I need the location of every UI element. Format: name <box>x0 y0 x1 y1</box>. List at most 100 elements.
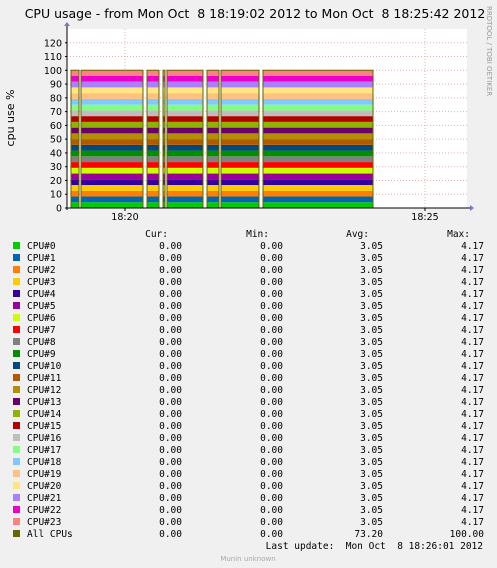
legend-row: CPU#3 0.00 0.00 3.05 4.17 <box>13 277 484 288</box>
legend-row: CPU#5 0.00 0.00 3.05 4.17 <box>13 301 484 312</box>
area-segment <box>221 98 259 105</box>
legend-row: CPU#23 0.00 0.00 3.05 4.17 <box>13 517 484 528</box>
legend-label: CPU#7 <box>27 325 56 336</box>
area-segment <box>207 167 219 174</box>
legend-value: 4.17 <box>461 517 484 528</box>
area-segment <box>167 133 203 140</box>
legend-value: 3.05 <box>360 361 383 372</box>
legend-value: 3.05 <box>360 469 383 480</box>
legend-column-header: Max: <box>447 229 470 240</box>
area-segment <box>163 144 165 151</box>
legend-value: 4.17 <box>461 325 484 336</box>
legend-value: 0.00 <box>260 373 283 384</box>
legend-label: CPU#13 <box>27 397 61 408</box>
legend-value: 0.00 <box>260 313 283 324</box>
legend-value: 0.00 <box>159 325 182 336</box>
area-segment <box>263 104 373 111</box>
area-segment <box>163 202 165 208</box>
area-segment <box>163 75 165 82</box>
legend-label: CPU#6 <box>27 313 56 324</box>
legend-value: 4.17 <box>461 253 484 264</box>
area-segment <box>263 93 373 99</box>
legend-value: 0.00 <box>159 457 182 468</box>
legend-swatch <box>13 338 20 345</box>
legend-swatch <box>13 506 20 513</box>
area-segment <box>263 133 373 140</box>
legend-value: 3.05 <box>360 325 383 336</box>
area-segment <box>221 167 259 174</box>
area-segment <box>71 116 79 122</box>
legend-row: CPU#18 0.00 0.00 3.05 4.17 <box>13 457 484 468</box>
area-segment <box>81 104 143 111</box>
area-segment <box>221 93 259 99</box>
legend-value: 0.00 <box>260 289 283 300</box>
legend-value: 3.05 <box>360 337 383 348</box>
legend-value: 4.17 <box>461 241 484 252</box>
legend-row: CPU#4 0.00 0.00 3.05 4.17 <box>13 289 484 300</box>
legend-row: CPU#19 0.00 0.00 3.05 4.17 <box>13 469 484 480</box>
area-segment <box>207 150 219 157</box>
area-segment <box>163 116 165 122</box>
area-segment <box>71 70 79 76</box>
area-segment <box>263 162 373 168</box>
legend-value: 4.17 <box>461 313 484 324</box>
area-segment <box>221 87 259 94</box>
legend-row: CPU#15 0.00 0.00 3.05 4.17 <box>13 421 484 432</box>
area-segment <box>263 167 373 174</box>
area-segment <box>163 70 165 76</box>
legend-swatch <box>13 494 20 501</box>
area-segment <box>71 179 79 186</box>
legend-label: All CPUs <box>27 529 73 540</box>
legend-value: 0.00 <box>159 373 182 384</box>
y-axis-arrow <box>64 22 70 26</box>
legend-value: 3.05 <box>360 385 383 396</box>
area-segment <box>71 150 79 157</box>
area-segment <box>207 156 219 163</box>
area-segment <box>167 190 203 197</box>
area-segment <box>221 81 259 88</box>
area-segment <box>263 75 373 82</box>
legend-value: 0.00 <box>159 397 182 408</box>
area-segment <box>221 110 259 117</box>
legend-value: 3.05 <box>360 301 383 312</box>
area-segment <box>163 81 165 88</box>
legend-value: 3.05 <box>360 421 383 432</box>
legend-value: 0.00 <box>159 421 182 432</box>
area-segment <box>163 98 165 105</box>
legend-row: CPU#20 0.00 0.00 3.05 4.17 <box>13 481 484 492</box>
area-segment <box>81 162 143 168</box>
legend-value: 0.00 <box>159 253 182 264</box>
area-segment <box>81 81 143 88</box>
area-segment <box>147 173 159 180</box>
legend-value: 4.17 <box>461 457 484 468</box>
legend-value: 0.00 <box>159 337 182 348</box>
area-segment <box>221 127 259 134</box>
area-segment <box>71 156 79 163</box>
legend-swatch <box>13 314 20 321</box>
area-segment <box>81 167 143 174</box>
area-segment <box>207 87 219 94</box>
area-segment <box>263 98 373 105</box>
legend-value: 0.00 <box>159 445 182 456</box>
legend-swatch <box>13 362 20 369</box>
legend-value: 0.00 <box>159 265 182 276</box>
legend-value: 0.00 <box>260 529 283 540</box>
area-segment <box>81 190 143 197</box>
area-segment <box>81 196 143 203</box>
legend-value: 4.17 <box>461 445 484 456</box>
area-segment <box>221 133 259 140</box>
legend-value: 4.17 <box>461 373 484 384</box>
area-segment <box>221 190 259 197</box>
legend-value: 4.17 <box>461 409 484 420</box>
legend-row: CPU#13 0.00 0.00 3.05 4.17 <box>13 397 484 408</box>
area-segment <box>81 98 143 105</box>
area-segment <box>81 93 143 99</box>
area-segment <box>207 98 219 105</box>
legend-row: CPU#8 0.00 0.00 3.05 4.17 <box>13 337 484 348</box>
legend-value: 4.17 <box>461 469 484 480</box>
legend-value: 4.17 <box>461 265 484 276</box>
legend-value: 0.00 <box>260 421 283 432</box>
x-axis-arrow <box>470 205 474 211</box>
area-segment <box>167 144 203 151</box>
area-segment <box>71 93 79 99</box>
